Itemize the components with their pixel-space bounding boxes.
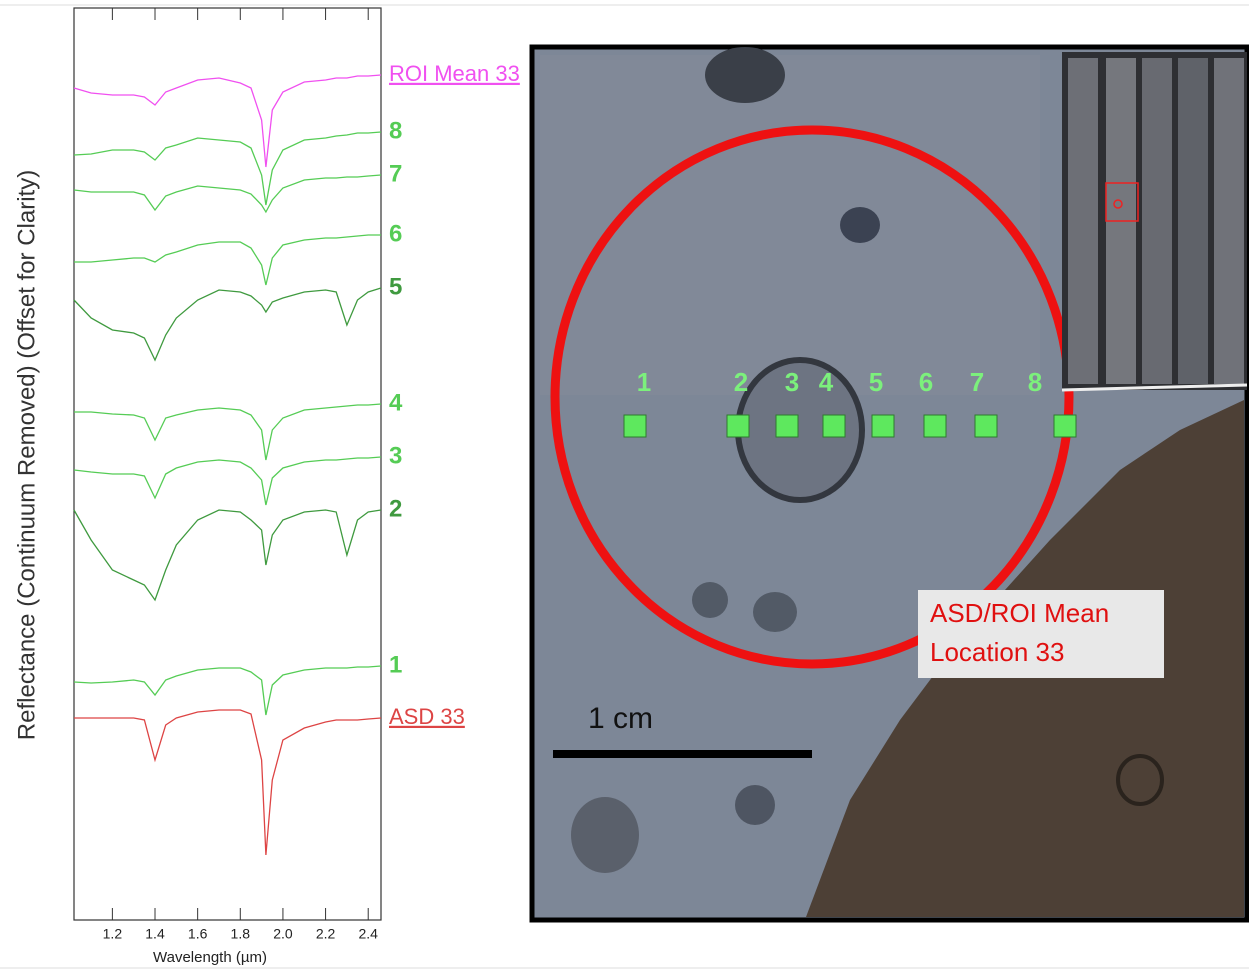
spectrum-line <box>74 404 381 460</box>
sample-label: 7 <box>970 367 984 397</box>
spectrum-line <box>74 710 381 855</box>
spectrum-line <box>74 132 381 205</box>
spectrum-line <box>74 175 381 212</box>
spectrum-line <box>74 666 381 715</box>
series-label: 3 <box>389 442 402 469</box>
series-label: 4 <box>389 389 403 416</box>
series-label: 6 <box>389 220 402 247</box>
photo-feature <box>692 582 728 618</box>
sample-square <box>924 415 946 437</box>
core-box <box>1142 58 1172 384</box>
core-box <box>1068 58 1098 384</box>
photo-feature <box>840 207 880 243</box>
sample-label: 5 <box>869 367 883 397</box>
photo-feature <box>753 592 797 632</box>
sample-label: 4 <box>819 367 834 397</box>
x-tick-label: 1.6 <box>188 926 208 942</box>
series-label: 1 <box>389 651 402 678</box>
series-label: 7 <box>389 160 402 187</box>
x-tick-label: 1.8 <box>231 926 251 942</box>
sample-label: 6 <box>919 367 933 397</box>
photo-panel: ASD/ROI Mean Location 33 1 cm <box>532 47 1247 920</box>
spectrum-line <box>74 457 381 505</box>
sample-label: 2 <box>734 367 748 397</box>
spectrum-line <box>74 75 381 167</box>
x-tick-label: 2.4 <box>358 926 378 942</box>
series-label: ROI Mean 33 <box>389 61 520 86</box>
photo-feature <box>735 785 775 825</box>
photo-feature <box>571 797 639 873</box>
annotation-text: ASD/ROI Mean <box>930 598 1109 628</box>
sample-square <box>776 415 798 437</box>
core-box <box>1178 58 1208 384</box>
x-tick-label: 2.2 <box>316 926 336 942</box>
sample-square <box>823 415 845 437</box>
x-tick-label: 1.2 <box>103 926 123 942</box>
y-axis-title: Reflectance (Continuum Removed) (Offset … <box>13 170 40 740</box>
sample-label: 1 <box>637 367 651 397</box>
sample-square <box>1054 415 1076 437</box>
sample-square <box>872 415 894 437</box>
series-label: ASD 33 <box>389 704 465 729</box>
series-label: 5 <box>389 273 402 300</box>
sample-square <box>975 415 997 437</box>
annotation-text: Location 33 <box>930 637 1064 667</box>
series-label: 2 <box>389 495 402 522</box>
x-axis-title: Wavelength (µm) <box>153 949 267 966</box>
plot-frame <box>74 8 381 920</box>
sample-square <box>727 415 749 437</box>
photo-feature <box>705 47 785 103</box>
spectrum-line <box>74 235 381 285</box>
core-box <box>1214 58 1244 384</box>
x-tick-label: 1.4 <box>145 926 165 942</box>
spectrum-line <box>74 510 381 600</box>
x-tick-label: 2.0 <box>273 926 293 942</box>
scale-label: 1 cm <box>588 702 653 735</box>
figure: Wavelength (µm) Reflectance (Continuum R… <box>0 0 1249 972</box>
spectrum-line <box>74 288 381 360</box>
series-label: 8 <box>389 117 402 144</box>
sample-label: 3 <box>785 367 799 397</box>
sample-label: 8 <box>1028 367 1042 397</box>
sample-square <box>624 415 646 437</box>
